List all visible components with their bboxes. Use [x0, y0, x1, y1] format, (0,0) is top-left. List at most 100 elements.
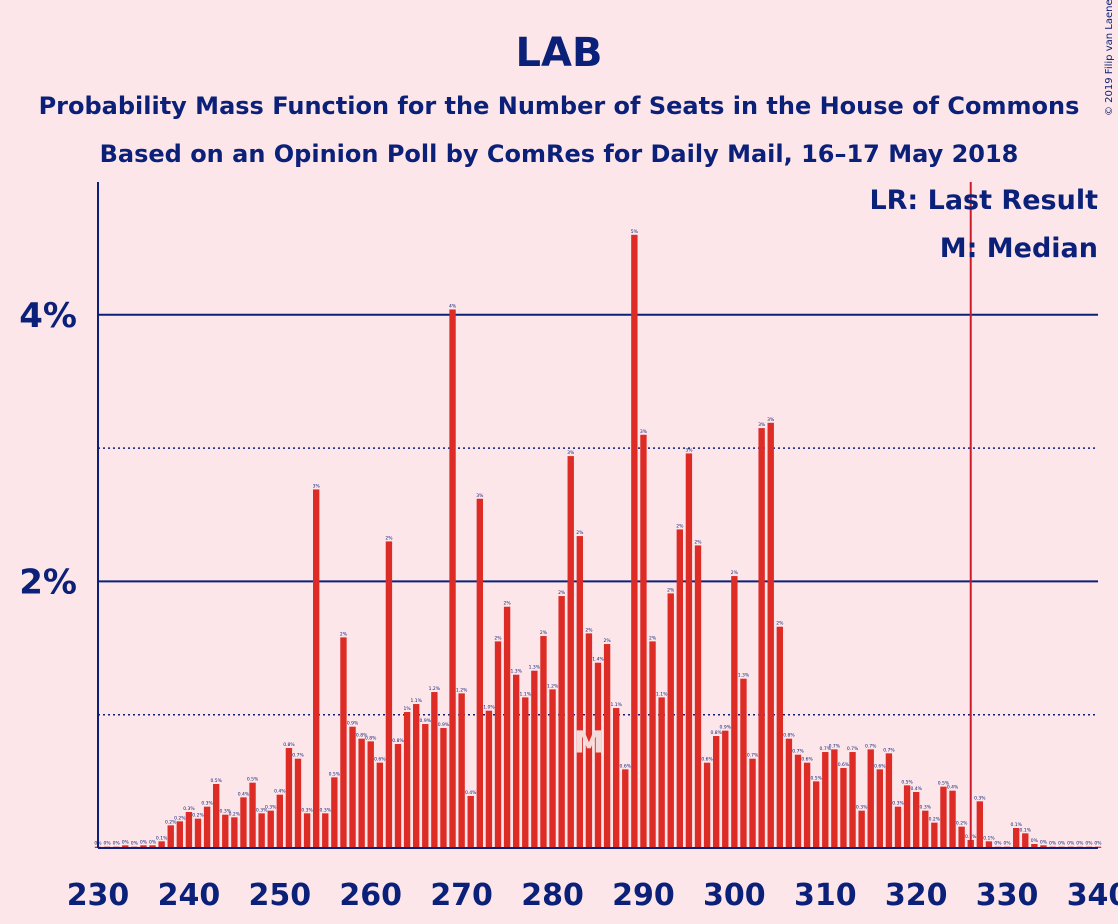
bar [485, 710, 493, 848]
data-label: 0% [994, 841, 1002, 847]
data-label: 0.4% [238, 791, 250, 797]
data-label: 0.5% [210, 778, 222, 784]
bar [976, 801, 983, 848]
data-label: 1.3% [738, 673, 750, 679]
data-label: 0% [1067, 841, 1075, 847]
data-label: 2% [604, 638, 612, 644]
data-label: 0% [1040, 839, 1048, 845]
data-label: 1.2% [456, 687, 468, 693]
bar [549, 689, 556, 848]
data-label: 0.4% [947, 785, 959, 791]
legend-last-result: LR: Last Result [869, 185, 1098, 216]
bar [349, 726, 356, 848]
data-label: 3% [767, 417, 775, 423]
bar [822, 752, 829, 848]
data-label: 4% [449, 303, 457, 309]
x-tick-label: 240 [158, 878, 221, 913]
bar [567, 456, 574, 848]
data-label: 5% [631, 229, 639, 235]
data-label: 0.2% [165, 819, 177, 825]
bar [758, 428, 765, 848]
data-label: 2% [676, 523, 684, 529]
data-label: 0.4% [910, 786, 922, 792]
bar [958, 826, 965, 848]
data-label: 0.5% [329, 771, 341, 777]
bar [531, 670, 538, 848]
data-label: 0.3% [320, 807, 332, 813]
data-label: 2% [667, 587, 675, 593]
data-label: 0% [140, 839, 148, 845]
bar [849, 752, 856, 848]
bar [331, 777, 338, 848]
data-label: 0% [1058, 841, 1066, 847]
data-label: 0.1% [156, 835, 168, 841]
bar [258, 813, 265, 848]
x-tick-label: 340 [1067, 878, 1118, 913]
data-label: 0% [122, 839, 130, 845]
bar [1022, 833, 1029, 848]
bar [267, 810, 274, 848]
bar [949, 790, 956, 848]
data-label: 0% [1031, 838, 1039, 844]
bar [422, 724, 429, 848]
data-label: 0% [149, 839, 157, 845]
bar [803, 762, 811, 848]
bar [622, 769, 629, 848]
bar [703, 762, 711, 848]
bar [840, 768, 847, 848]
data-label: 2% [504, 601, 512, 607]
bar [740, 678, 747, 848]
bar [631, 234, 638, 848]
data-label: 0.7% [792, 749, 804, 755]
chart-subtitle: Probability Mass Function for the Number… [39, 92, 1080, 120]
bar [367, 741, 374, 848]
data-label: 0.6% [801, 757, 813, 763]
bar [922, 810, 929, 848]
data-label: 0% [1049, 841, 1057, 847]
data-label: 2% [649, 635, 657, 641]
data-label: 0.3% [183, 806, 195, 812]
bar [667, 593, 674, 848]
data-label: 0.4% [274, 789, 286, 795]
data-label: 0% [131, 841, 139, 847]
data-labels: 0%0%0%0%0%0%0%0.1%0.2%0.2%0.3%0.2%0.3%0.… [94, 229, 1102, 847]
bar [294, 758, 302, 848]
bar [876, 769, 883, 848]
bar [785, 738, 793, 848]
data-label: 0.2% [174, 815, 186, 821]
data-label: 0% [1004, 841, 1012, 847]
data-label: 2% [540, 630, 548, 636]
data-label: 0.7% [292, 753, 304, 759]
bar [603, 644, 611, 848]
data-label: 0.6% [701, 757, 713, 763]
data-label: 0.3% [301, 807, 313, 813]
bar [613, 708, 620, 848]
data-label: 0.7% [820, 746, 832, 752]
bar [494, 641, 502, 848]
bar [903, 785, 911, 848]
bar [1013, 828, 1020, 848]
data-label: 0.2% [956, 821, 968, 827]
data-label: 0.3% [256, 807, 268, 813]
bar [513, 674, 520, 848]
copyright-notice: © 2019 Filip van Laenen [1104, 0, 1115, 116]
bar [576, 536, 583, 848]
bar [685, 453, 693, 848]
data-label: 1.4% [592, 657, 604, 663]
data-label: 0.5% [938, 781, 950, 787]
bar [303, 813, 311, 848]
data-label: 0.7% [865, 743, 877, 749]
bar [276, 794, 283, 848]
data-label: 2% [776, 621, 784, 627]
gridlines [98, 313, 1098, 716]
data-label: 0.3% [892, 801, 904, 807]
bar [658, 697, 665, 848]
data-label: 2% [340, 631, 348, 637]
bar [894, 806, 902, 848]
bar [431, 692, 438, 848]
data-label: 0.6% [620, 763, 632, 769]
data-label: 0.7% [829, 743, 841, 749]
bar [940, 786, 947, 848]
data-label: 0.9% [720, 725, 732, 731]
bar [749, 758, 756, 848]
